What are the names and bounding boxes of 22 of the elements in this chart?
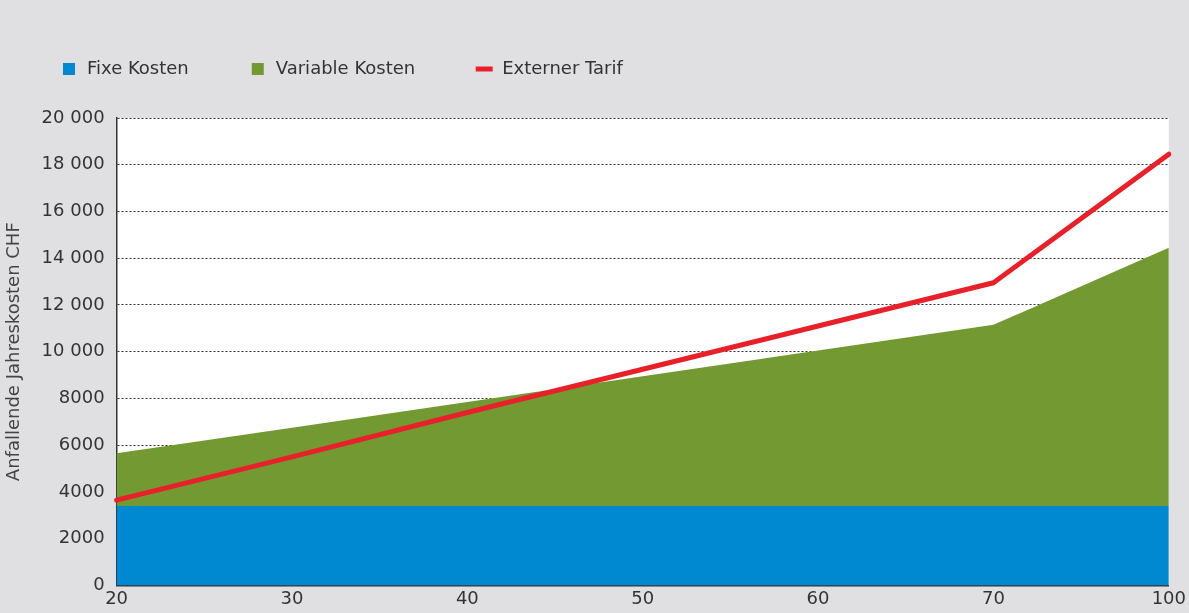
y-tick-label: 16 000 (41, 199, 105, 221)
legend-label: Fixe Kosten (87, 56, 189, 78)
y-axis-title: Anfallende Jahreskosten CHF (2, 222, 24, 482)
y-tick-label: 4000 (58, 479, 105, 501)
legend-label: Variable Kosten (275, 56, 416, 78)
x-tick-label: 40 (455, 586, 479, 608)
y-tick-label: 10 000 (41, 339, 105, 361)
y-tick-label: 0 (93, 573, 105, 595)
x-tick-label: 20 (105, 586, 129, 608)
x-tick-label: 60 (806, 586, 830, 608)
x-tick-label: 30 (280, 586, 304, 608)
y-tick-label: 18 000 (41, 152, 105, 174)
y-tick-label: 8000 (58, 386, 105, 408)
x-tick-label: 50 (631, 586, 655, 608)
y-tick-label: 14 000 (41, 245, 105, 267)
y-tick-label: 12 000 (41, 292, 105, 314)
x-tick-label: 100 (1151, 586, 1186, 608)
y-tick-label: 2000 (58, 526, 105, 548)
y-tick-label: 6000 (58, 432, 105, 454)
y-tick-label: 20 000 (41, 105, 105, 127)
x-tick-label: 70 (982, 586, 1005, 608)
legend-label: Externer Tarif (502, 56, 624, 78)
